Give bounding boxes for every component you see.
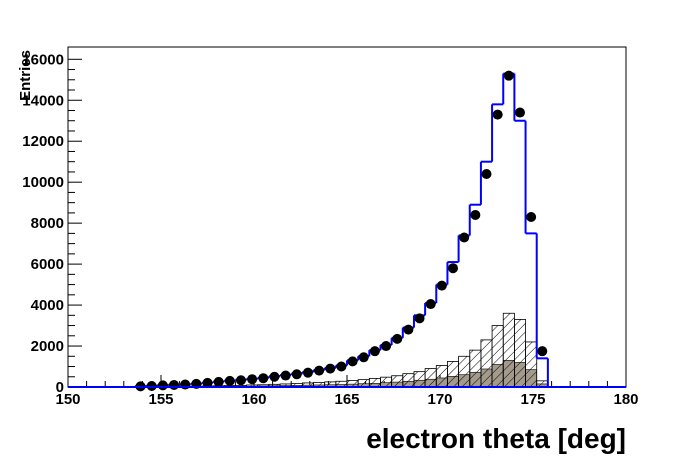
x-tick-label: 160	[241, 391, 266, 408]
hatched-bin	[391, 375, 404, 388]
data-point	[481, 168, 492, 179]
data-point	[403, 324, 414, 335]
data-point	[302, 367, 313, 378]
data-point	[503, 70, 514, 81]
data-point	[224, 375, 235, 386]
data-point	[157, 380, 168, 391]
data-point	[280, 370, 291, 381]
x-tick-label: 165	[334, 391, 359, 408]
hatched-bin	[514, 319, 526, 388]
data-point	[392, 333, 403, 344]
data-point	[146, 380, 157, 391]
data-point	[537, 346, 548, 357]
data-point	[347, 356, 358, 367]
data-point	[202, 377, 213, 388]
data-point	[180, 379, 191, 390]
hatched-bin	[480, 339, 493, 388]
data-point	[247, 374, 258, 385]
hatched-bin	[413, 371, 426, 388]
data-point	[448, 263, 459, 274]
x-tick-label: 175	[520, 391, 545, 408]
data-point	[314, 365, 325, 376]
y-axis-title: Entries	[17, 50, 34, 101]
data-point	[514, 107, 525, 118]
hatched-bin	[357, 379, 370, 388]
y-tick-label: 16000	[22, 51, 64, 68]
data-point	[470, 209, 481, 220]
data-point	[258, 373, 269, 384]
y-tick-label: 12000	[22, 133, 64, 150]
y-tick-label: 2000	[31, 338, 64, 355]
x-tick-label: 170	[427, 391, 452, 408]
y-tick-label: 0	[56, 379, 64, 396]
hatched-bin	[447, 360, 460, 388]
data-point	[381, 341, 392, 352]
data-point	[213, 376, 224, 387]
y-tick-label: 14000	[22, 92, 64, 109]
hatched-bin	[469, 349, 482, 388]
hatched-bin	[368, 377, 381, 388]
data-point	[169, 379, 180, 390]
x-tick-label: 180	[613, 391, 638, 408]
hatched-bin	[380, 376, 393, 388]
hatched-bin	[424, 368, 437, 388]
data-point	[358, 352, 369, 363]
data-point	[235, 375, 246, 386]
data-point	[336, 361, 347, 372]
hatched-bin	[458, 355, 471, 388]
hatched-bin	[525, 341, 538, 388]
y-tick-label: 8000	[31, 215, 64, 232]
data-point	[325, 363, 336, 374]
data-point	[269, 371, 280, 382]
x-tick-label: 150	[55, 391, 80, 408]
data-point	[459, 232, 470, 243]
data-point	[369, 346, 380, 357]
hatched-bin	[491, 325, 504, 388]
data-point	[291, 369, 302, 380]
x-axis-title: electron theta [deg]	[366, 423, 626, 454]
data-point	[414, 313, 425, 324]
data-point	[492, 109, 503, 120]
hatched-bin	[435, 365, 448, 388]
hatched-bin	[502, 312, 515, 388]
hatched-bin	[402, 373, 415, 388]
x-tick-label: 155	[148, 391, 173, 408]
data-point	[436, 280, 447, 291]
y-tick-label: 10000	[22, 174, 64, 191]
data-point	[526, 212, 537, 222]
data-point	[425, 299, 436, 310]
y-tick-label: 4000	[31, 297, 64, 314]
y-tick-label: 6000	[31, 256, 64, 273]
